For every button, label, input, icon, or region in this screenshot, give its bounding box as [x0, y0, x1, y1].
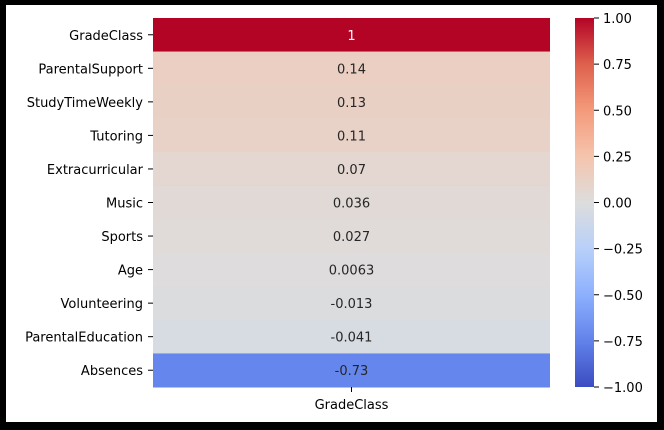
cell-value-label: 0.13 [337, 96, 366, 111]
cell-value-label: -0.013 [331, 297, 373, 312]
colorbar-tick-label: −0.25 [603, 243, 643, 258]
cell-value-label: -0.041 [331, 331, 373, 346]
x-tick-label: GradeClass [315, 398, 389, 413]
y-tick-label: Absences [81, 364, 143, 379]
heatmap-cell [153, 219, 550, 254]
heatmap-cell [153, 286, 550, 321]
colorbar-tick-label: 1.00 [603, 12, 632, 27]
colorbar-tick-label: 0.75 [603, 58, 632, 73]
colorbar [575, 18, 594, 387]
colorbar-tick-label: 0.50 [603, 104, 632, 119]
heatmap-cell [153, 353, 550, 388]
heatmap-chart: 1 0.14 0.13 0.11 0.07 0.036 0.027 0.0063 -0.013 -… [25, 12, 643, 413]
cell-value-label: 0.11 [337, 129, 366, 144]
y-tick-label: Extracurricular [47, 163, 144, 178]
colorbar-tick-label: −0.50 [603, 289, 643, 304]
heatmap-cell [153, 118, 550, 153]
y-tick-label: ParentalSupport [38, 62, 143, 77]
y-tick-label: Music [106, 197, 143, 212]
colorbar-tick-label: −1.00 [603, 381, 643, 396]
colorbar-tick-label: −0.75 [603, 335, 643, 350]
cell-value-label: -0.73 [335, 364, 369, 379]
y-tick-label: StudyTimeWeekly [27, 96, 144, 111]
heatmap-cell [153, 18, 550, 53]
cell-value-label: 0.027 [333, 230, 370, 245]
colorbar-tick-label: 0.00 [603, 197, 632, 212]
colorbar-tick-label: 0.25 [603, 150, 632, 165]
y-tick-label: GradeClass [69, 29, 143, 44]
heatmap-cell [153, 152, 550, 187]
heatmap-cell [153, 319, 550, 354]
cell-value-label: 0.0063 [329, 264, 375, 279]
cell-value-label: 1 [347, 29, 355, 44]
cell-value-label: 0.14 [337, 62, 366, 77]
heatmap-cell [153, 252, 550, 287]
y-tick-label: ParentalEducation [25, 331, 143, 346]
heatmap-cell [153, 85, 550, 120]
cell-value-label: 0.07 [337, 163, 366, 178]
y-tick-label: Sports [101, 230, 143, 245]
y-tick-label: Age [118, 264, 143, 279]
heatmap-cell [153, 51, 550, 86]
cell-value-label: 0.036 [333, 197, 370, 212]
figure: 1 0.14 0.13 0.11 0.07 0.036 0.027 0.0063 -0.013 -… [6, 5, 657, 422]
y-tick-label: Tutoring [89, 129, 143, 144]
heatmap-cell [153, 185, 550, 220]
y-tick-label: Volunteering [61, 297, 143, 312]
